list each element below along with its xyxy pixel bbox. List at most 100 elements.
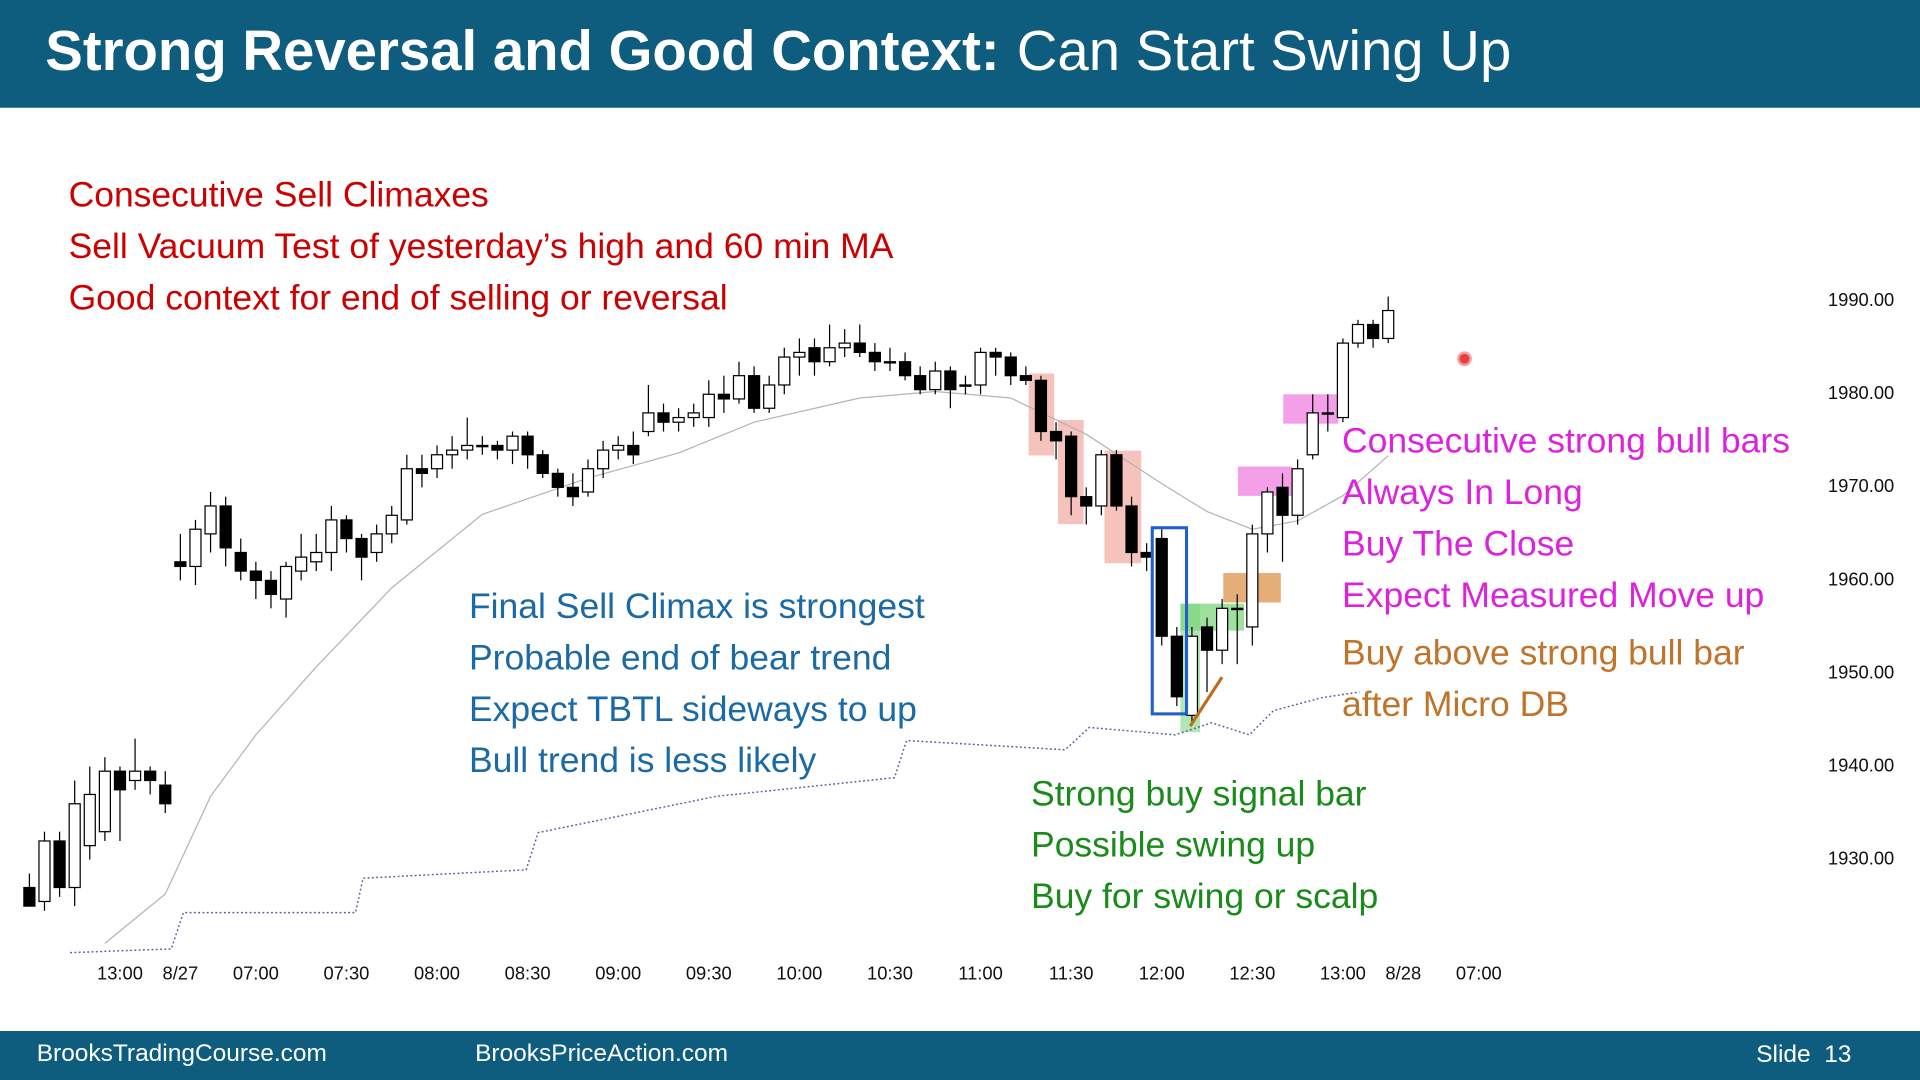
candle-body	[113, 770, 127, 791]
candle-body	[128, 770, 142, 782]
candle-body	[763, 384, 776, 409]
candle-body	[687, 412, 700, 419]
candle-body	[83, 793, 96, 847]
x-tick-label: 08:00	[414, 963, 460, 984]
candle-body	[1366, 323, 1380, 340]
candle-body	[355, 537, 368, 558]
annotation: Always In Long	[1342, 472, 1583, 512]
candle-body	[551, 472, 564, 488]
candle-body	[1382, 309, 1395, 340]
y-tick-label: 1970.00	[1828, 475, 1894, 496]
candle-body	[702, 393, 715, 419]
candle-body	[1019, 375, 1032, 381]
annotation: Buy The Close	[1342, 523, 1574, 563]
candle-body	[1306, 412, 1319, 456]
slide-number: Slide 13	[1756, 1041, 1851, 1068]
annotation: Good context for end of selling or rever…	[69, 277, 728, 317]
annotation: Buy for swing or scalp	[1031, 876, 1378, 916]
candle-body	[159, 784, 172, 805]
candle-body	[566, 486, 580, 498]
y-tick-label: 1940.00	[1828, 754, 1894, 775]
candle-body	[1321, 412, 1334, 415]
annotation: Buy above strong bull bar	[1342, 632, 1745, 672]
title-rest: Can Start Swing Up	[1017, 19, 1512, 82]
candle-body	[415, 468, 429, 474]
x-tick-label: 09:00	[595, 963, 641, 984]
x-tick-label: 12:00	[1139, 963, 1185, 984]
candle-body	[446, 449, 459, 456]
candle-body	[989, 351, 1002, 358]
candle-body	[23, 886, 36, 907]
signal-box	[1150, 526, 1189, 716]
candle-body	[1276, 486, 1289, 516]
footer-left: BrooksTradingCourse.com	[37, 1040, 327, 1067]
x-tick-label: 08:30	[505, 963, 551, 984]
candle-body	[853, 342, 866, 354]
x-tick-label: 07:00	[1456, 963, 1502, 984]
y-tick-label: 1990.00	[1828, 289, 1894, 310]
candle-body	[596, 449, 610, 470]
candle-body	[536, 454, 549, 474]
header-bar	[0, 0, 1920, 108]
candle-body	[1065, 435, 1078, 498]
candle-body	[717, 393, 731, 400]
annotation: Expect Measured Move up	[1342, 575, 1764, 615]
candle-body	[1004, 356, 1017, 377]
candle-body	[68, 803, 81, 889]
moving-average	[104, 390, 1389, 944]
candle-body	[249, 570, 262, 582]
candle-body	[581, 468, 595, 493]
annotation: Sell Vacuum Test of yesterday’s high and…	[69, 226, 894, 266]
candle-body	[642, 412, 655, 433]
candle-body	[1200, 626, 1214, 651]
candle-body	[1231, 607, 1244, 611]
candle-body	[974, 351, 987, 386]
candle-body	[1155, 537, 1168, 637]
candle-body	[1170, 635, 1183, 698]
highlights	[1028, 373, 1339, 733]
x-tick-label: 11:00	[958, 963, 1003, 984]
candle-body	[657, 412, 670, 423]
candle-body	[612, 444, 625, 451]
x-tick-label: 10:00	[776, 963, 822, 984]
annotation: Bull trend is less likely	[469, 740, 816, 780]
pointer-dot	[1457, 351, 1472, 367]
candle-body	[310, 551, 323, 563]
y-tick-label: 1950.00	[1828, 661, 1894, 682]
candle-body	[461, 444, 474, 451]
candle-body	[823, 347, 836, 363]
candle-body	[234, 551, 247, 572]
x-tick-label: 10:30	[867, 963, 913, 984]
x-tick-label: 09:30	[686, 963, 732, 984]
candle-body	[1110, 454, 1123, 507]
candle-body	[476, 444, 489, 448]
candle-body	[1049, 430, 1063, 442]
candle-body	[219, 505, 232, 549]
candle-body	[793, 351, 806, 358]
candle-body	[1216, 607, 1229, 651]
candle-body	[521, 435, 534, 456]
candle-body	[325, 519, 338, 554]
candle-body	[944, 370, 957, 391]
candle-body	[1080, 496, 1093, 507]
candle-body	[189, 528, 202, 568]
candle-body	[627, 444, 640, 456]
candle-body	[808, 347, 821, 363]
micro-db-line	[1188, 676, 1224, 727]
footer-bar	[0, 1031, 1920, 1080]
candle-body	[959, 384, 972, 387]
annotation: after Micro DB	[1342, 684, 1569, 724]
candle-body	[747, 375, 761, 409]
candle-body	[295, 556, 308, 572]
candle-body	[98, 770, 112, 833]
y-tick-label: 1930.00	[1828, 847, 1894, 868]
candle-body	[204, 505, 217, 535]
candle-body	[1034, 379, 1048, 433]
candle-body	[929, 370, 942, 391]
candle-body	[1336, 342, 1350, 419]
candle-body	[1351, 323, 1365, 344]
candle-body	[385, 514, 398, 535]
annotation: Consecutive Sell Climaxes	[69, 175, 489, 215]
annotation: Final Sell Climax is strongest	[469, 586, 925, 626]
annotation: Probable end of bear trend	[469, 637, 891, 677]
